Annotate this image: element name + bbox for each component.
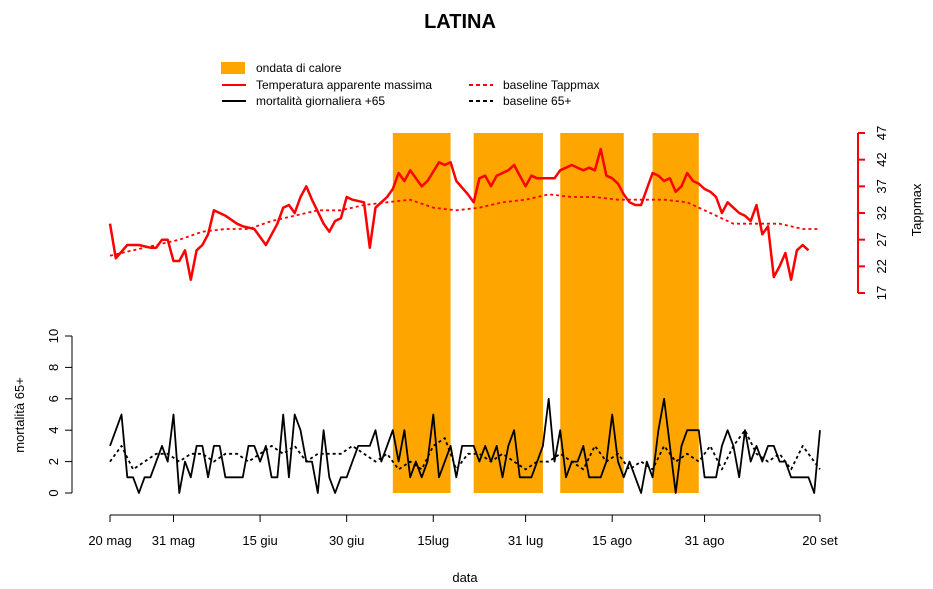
heatwave-band — [473, 133, 543, 493]
mortality-tick-label: 8 — [46, 364, 61, 371]
baseline-65-line — [109, 429, 821, 471]
mortality-axis-label: mortalità 65+ — [12, 377, 27, 453]
x-axis-label: data — [452, 570, 478, 585]
legend-baseline-65-label: baseline 65+ — [503, 94, 571, 108]
temperature-tick-label: 22 — [874, 259, 889, 273]
temperature-tick-label: 27 — [874, 232, 889, 246]
mortality-tick-label: 6 — [46, 395, 61, 402]
mortality-line — [109, 397, 821, 494]
legend-heatwave-label: ondata di calore — [256, 61, 342, 75]
legend: ondata di calore Temperatura apparente m… — [221, 61, 600, 108]
legend-baseline-tappmax-label: baseline Tappmax — [503, 78, 600, 92]
mortality-axis: 0 2 4 6 8 10 — [46, 329, 73, 497]
temperature-tick-label: 47 — [874, 126, 889, 140]
chart-title: LATINA — [424, 11, 496, 33]
heatwave-band — [652, 133, 699, 493]
temperature-axis-label: Tappmax — [909, 183, 924, 236]
date-tick-label: 31 lug — [508, 533, 543, 548]
heatwave-band — [560, 133, 624, 493]
temperature-tick-label: 32 — [874, 206, 889, 220]
heatwave-band — [392, 133, 451, 493]
temperature-tick-label: 17 — [874, 286, 889, 300]
date-tick-label: 20 set — [802, 533, 838, 548]
mortality-tick-label: 4 — [46, 427, 61, 434]
date-tick-label: 31 ago — [685, 533, 725, 548]
baseline-tappmax-line — [109, 193, 820, 257]
temperature-axis: 17 22 27 32 37 42 47 — [857, 126, 889, 300]
mortality-tick-label: 10 — [46, 329, 61, 343]
date-tick-label: 15 ago — [592, 533, 632, 548]
legend-heatwave-swatch — [221, 62, 245, 74]
mortality-tick-label: 0 — [46, 489, 61, 496]
date-tick-label: 20 mag — [88, 533, 131, 548]
date-tick-label: 30 giu — [329, 533, 364, 548]
mortality-tick-label: 2 — [46, 458, 61, 465]
temperature-tick-label: 42 — [874, 152, 889, 166]
date-axis: 20 mag 31 mag 15 giu 30 giu 15lug 31 lug 15 ag… — [88, 514, 838, 548]
temperature-line — [108, 147, 810, 281]
date-tick-label: 31 mag — [152, 533, 195, 548]
temperature-tick-label: 37 — [874, 179, 889, 193]
date-tick-label: 15 giu — [242, 533, 277, 548]
series-lines — [108, 147, 821, 494]
legend-temperature-label: Temperatura apparente massima — [256, 78, 432, 92]
heatwave-bands — [392, 133, 699, 493]
legend-mortality-label: mortalità giornaliera +65 — [256, 94, 385, 108]
date-tick-label: 15lug — [417, 533, 449, 548]
